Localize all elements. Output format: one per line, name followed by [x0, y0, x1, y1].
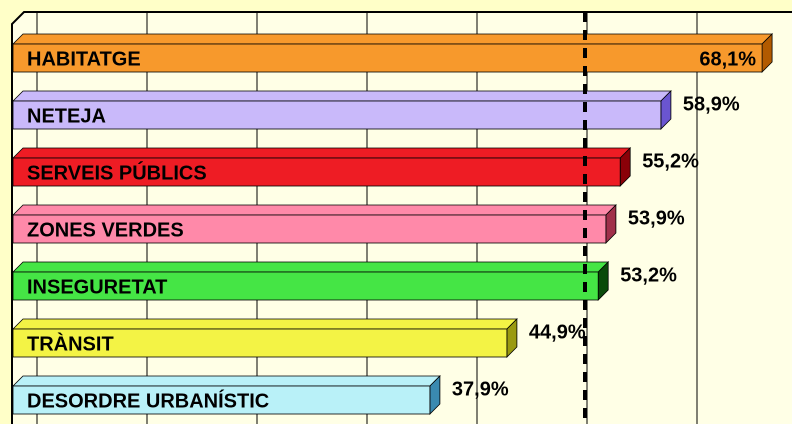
bar-top	[12, 90, 672, 102]
bar	[12, 147, 632, 187]
category-label: DESORDRE URBANÍSTIC	[27, 389, 269, 412]
category-label: ZONES VERDES	[27, 219, 184, 241]
value-label: 44,9%	[529, 321, 586, 343]
value-label: 68,1%	[699, 48, 756, 70]
bar-front	[12, 271, 599, 301]
bar	[12, 90, 672, 130]
bar-top	[12, 204, 617, 216]
plot-border	[11, 11, 792, 424]
bar-top	[12, 261, 610, 273]
value-label: 53,2%	[620, 264, 677, 286]
bar-front	[12, 157, 621, 187]
value-label: 37,9%	[452, 378, 509, 400]
value-label: 55,2%	[642, 150, 699, 172]
bar-front	[12, 385, 431, 415]
category-label: SERVEIS PÚBLICS	[27, 160, 207, 184]
bar-front	[12, 43, 763, 73]
bar-top	[12, 318, 518, 330]
bar	[12, 318, 518, 358]
bar	[12, 204, 617, 244]
bar-front	[12, 328, 508, 358]
value-label: 58,9%	[683, 93, 740, 115]
value-label: 53,9%	[628, 207, 685, 229]
category-label: INSEGURETAT	[27, 276, 167, 298]
bar-top	[12, 147, 632, 159]
category-label: HABITATGE	[27, 48, 141, 70]
bar-top	[12, 33, 774, 45]
bar	[12, 261, 610, 301]
bar-top	[12, 375, 441, 387]
bar-front	[12, 100, 662, 130]
bar	[12, 375, 441, 415]
category-label: NETEJA	[27, 105, 106, 127]
bar-front	[12, 214, 607, 244]
category-label: TRÀNSIT	[27, 332, 114, 355]
bar	[12, 33, 774, 73]
